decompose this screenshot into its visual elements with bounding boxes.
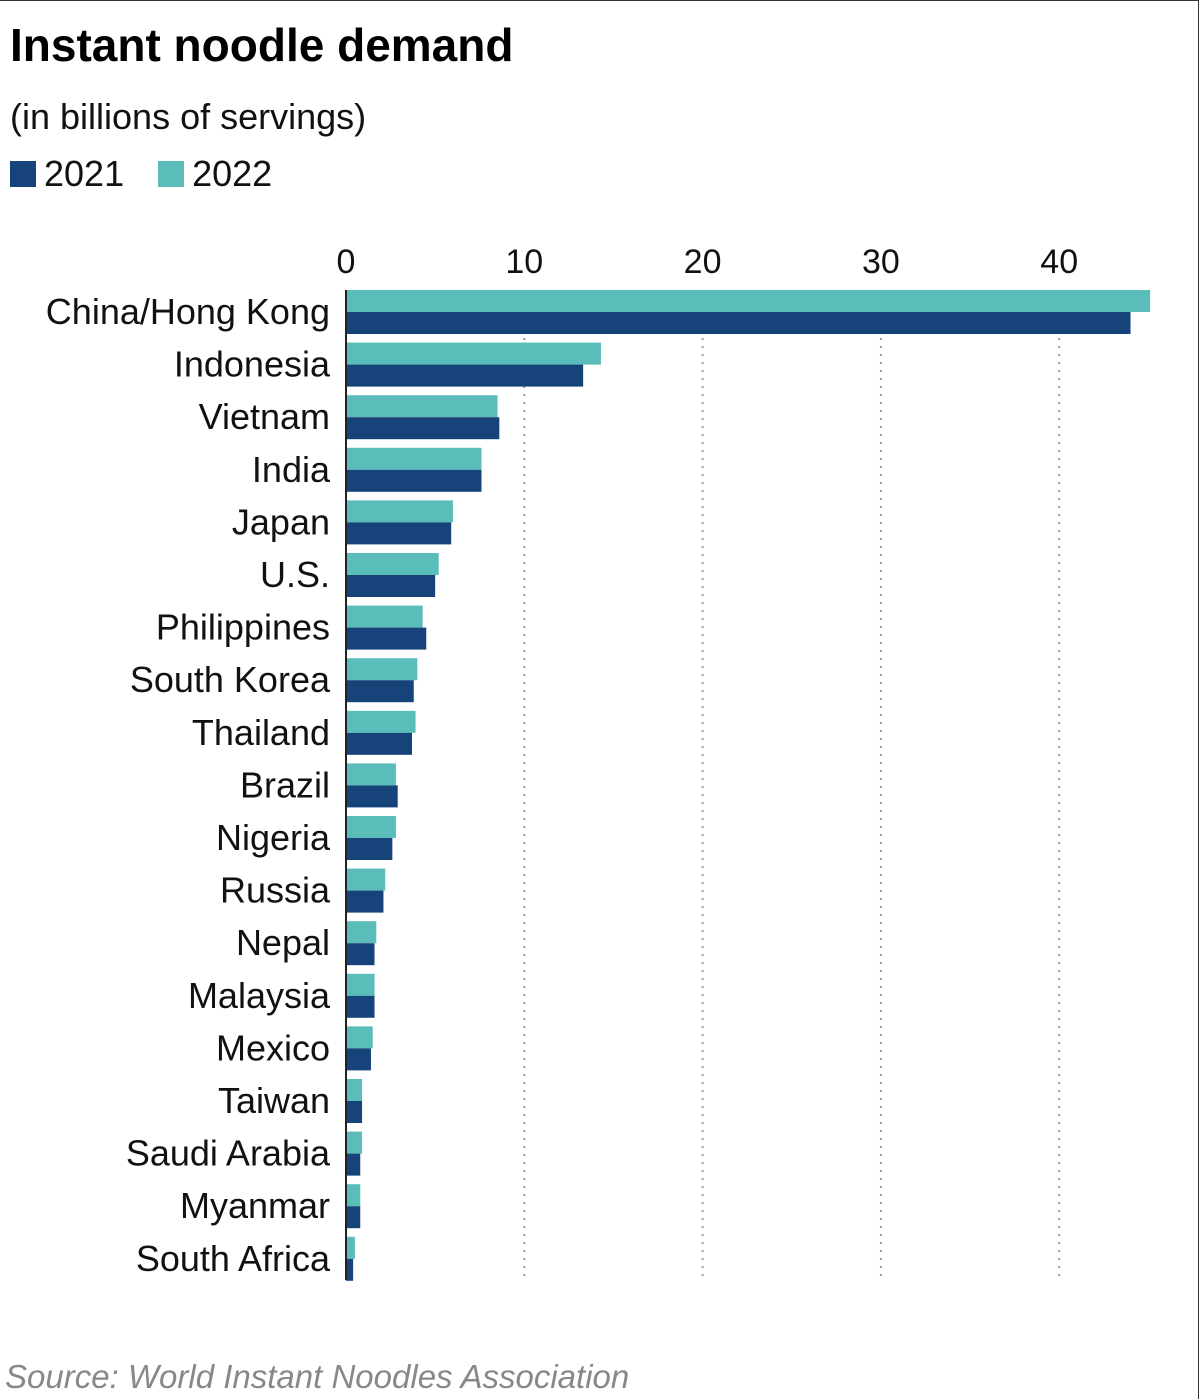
- bar-2021: [346, 995, 375, 1018]
- x-tick-label: 20: [684, 243, 722, 281]
- bar-2022: [346, 342, 601, 365]
- bar-2022: [346, 290, 1151, 312]
- bar-2021: [346, 1048, 371, 1071]
- category-label: China/Hong Kong: [46, 291, 330, 332]
- bar-2022: [346, 1184, 361, 1207]
- bar-2021: [346, 1258, 354, 1281]
- x-tick-label: 40: [1040, 243, 1078, 281]
- chart-subtitle: (in billions of servings): [10, 96, 367, 137]
- bar-2021: [346, 680, 414, 703]
- bar-2021: [346, 417, 500, 440]
- category-label: Brazil: [240, 764, 330, 805]
- category-label: Japan: [232, 501, 330, 542]
- x-tick-label: 10: [505, 243, 543, 281]
- bar-2021: [346, 522, 452, 545]
- bar-2022: [346, 605, 423, 628]
- bar-2021: [346, 627, 427, 650]
- x-tick-label: 0: [337, 243, 356, 281]
- category-label: India: [252, 449, 331, 490]
- bar-2021: [346, 890, 384, 913]
- category-label: Nepal: [236, 922, 330, 963]
- category-label: Indonesia: [174, 344, 331, 385]
- bar-2021: [346, 732, 412, 755]
- category-label: Philippines: [156, 607, 330, 648]
- category-label: South Africa: [136, 1238, 331, 1279]
- bar-2021: [346, 1206, 361, 1229]
- category-label: Russia: [220, 870, 331, 911]
- bar-2022: [346, 710, 416, 733]
- bar-2021: [346, 785, 398, 808]
- bar-2021: [346, 838, 393, 860]
- bar-2022: [346, 447, 482, 470]
- bar-2022: [346, 816, 396, 838]
- legend: 2021 2022: [10, 153, 306, 195]
- bar-2021: [346, 312, 1131, 334]
- category-label: Mexico: [216, 1027, 330, 1068]
- category-label: Myanmar: [180, 1185, 330, 1226]
- category-label: South Korea: [130, 659, 331, 700]
- bar-2021: [346, 1153, 361, 1176]
- bar-2022: [346, 1236, 355, 1259]
- bar-2021: [346, 943, 375, 966]
- category-label: Nigeria: [216, 817, 331, 858]
- legend-label-2021: 2021: [44, 153, 125, 194]
- legend-item-2022: 2022: [158, 153, 272, 195]
- category-label: Thailand: [192, 712, 330, 753]
- category-label: Vietnam: [199, 396, 330, 437]
- bar-2021: [346, 575, 436, 597]
- bar-2022: [346, 1131, 363, 1154]
- bar-2022: [346, 658, 418, 681]
- category-label: U.S.: [260, 554, 330, 595]
- legend-swatch-2021: [10, 161, 36, 187]
- bar-2022: [346, 1026, 373, 1049]
- bar-2022: [346, 973, 375, 996]
- category-label: Taiwan: [218, 1080, 330, 1121]
- bar-2021: [346, 1101, 363, 1123]
- category-label: Malaysia: [188, 975, 331, 1016]
- category-label: Saudi Arabia: [126, 1133, 331, 1174]
- bar-2021: [346, 469, 482, 492]
- x-tick-label: 30: [862, 243, 900, 281]
- bar-2021: [346, 364, 584, 387]
- bar-2022: [346, 1079, 363, 1101]
- bar-2022: [346, 395, 498, 418]
- bar-2022: [346, 500, 453, 523]
- bar-2022: [346, 921, 377, 944]
- legend-label-2022: 2022: [192, 153, 273, 194]
- bar-2022: [346, 763, 396, 786]
- chart-title: Instant noodle demand: [10, 19, 514, 71]
- legend-swatch-2022: [158, 161, 185, 187]
- source-note: Source: World Instant Noodles Associatio…: [5, 1358, 630, 1395]
- bar-2022: [346, 868, 386, 891]
- legend-item-2021: 2021: [10, 153, 124, 195]
- bar-2022: [346, 553, 439, 575]
